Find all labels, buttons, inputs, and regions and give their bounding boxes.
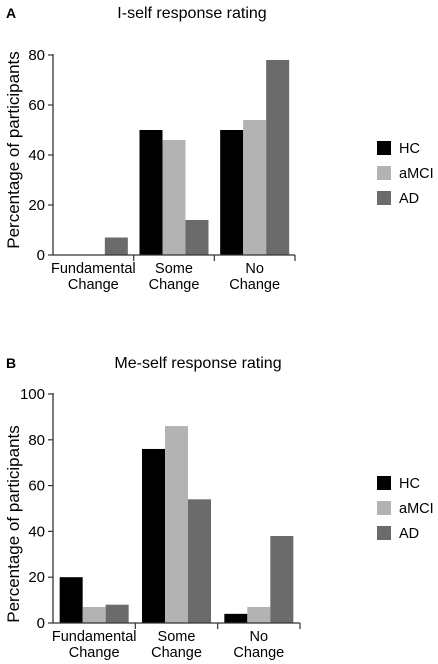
bar-amci (162, 140, 186, 255)
y-tick-label: 20 (28, 197, 45, 214)
y-axis-ticks: 0 20 40 60 80 100 (20, 386, 53, 632)
bar-hc (220, 130, 244, 255)
bar-hc (142, 448, 165, 623)
legend-label-hc: HC (399, 141, 420, 157)
y-tick-label: 0 (37, 247, 45, 264)
axes (52, 54, 296, 261)
bar-ad (104, 237, 128, 255)
y-tick-label: 20 (28, 569, 45, 586)
bar-hc (59, 577, 83, 623)
legend-swatch-hc (377, 476, 391, 490)
bar-ad (188, 499, 211, 623)
legend-label-ad: AD (399, 191, 419, 207)
y-tick-label: 40 (28, 523, 45, 540)
legend: HC aMCI AD (377, 476, 434, 542)
bar-group (59, 426, 294, 623)
bar-hc (224, 613, 248, 623)
bar-amci (243, 120, 267, 255)
legend-label-ad: AD (399, 526, 419, 542)
legend-swatch-hc (377, 141, 391, 155)
y-tick-label: 100 (20, 386, 45, 403)
legend-swatch-amci (377, 501, 391, 515)
x-axis-labels: Fundamental Change Some Change No Change (52, 629, 284, 661)
bar-ad (266, 60, 290, 255)
legend-swatch-ad (377, 526, 391, 540)
bar-hc (139, 130, 163, 255)
y-tick-label: 0 (37, 615, 45, 632)
x-tick-label: No Change (233, 629, 284, 661)
axes (52, 393, 301, 629)
chart-title: I-self response rating (117, 5, 266, 22)
x-axis-labels: Fundamental Change Some Change No Change (51, 261, 280, 293)
legend-swatch-ad (377, 191, 391, 205)
x-tick-label: Fundamental Change (51, 261, 136, 293)
x-tick-label: Some Change (149, 261, 200, 293)
legend-label-amci: aMCI (399, 166, 434, 182)
y-tick-label: 60 (28, 97, 45, 114)
x-tick-label: Fundamental Change (52, 629, 137, 661)
panel-label: A (6, 5, 16, 21)
x-tick-label: Some Change (151, 629, 202, 661)
bar-ad (270, 535, 294, 623)
bar-amci (82, 606, 106, 623)
bar-amci (165, 426, 188, 623)
y-tick-label: 80 (28, 432, 45, 449)
y-axis-label: Percentage of participants (4, 425, 23, 623)
bar-amci (247, 606, 271, 623)
panel-label: B (6, 355, 16, 371)
legend-swatch-amci (377, 166, 391, 180)
y-axis-label: Percentage of participants (4, 51, 23, 249)
legend-label-hc: HC (399, 476, 420, 492)
legend: HC aMCI AD (377, 141, 434, 207)
y-tick-label: 60 (28, 478, 45, 495)
y-tick-label: 80 (28, 47, 45, 64)
chart-panel-b: B Me-self response rating Percentage of … (4, 355, 434, 661)
y-axis-ticks: 0 20 40 60 80 (28, 47, 53, 264)
bar-ad (105, 604, 129, 623)
chart-title: Me-self response rating (114, 355, 281, 372)
y-tick-label: 40 (28, 147, 45, 164)
bar-ad (185, 220, 209, 255)
bar-group (104, 60, 290, 255)
legend-label-amci: aMCI (399, 501, 434, 517)
chart-panel-a: A I-self response rating Percentage of p… (4, 5, 434, 293)
x-tick-label: No Change (229, 261, 280, 293)
